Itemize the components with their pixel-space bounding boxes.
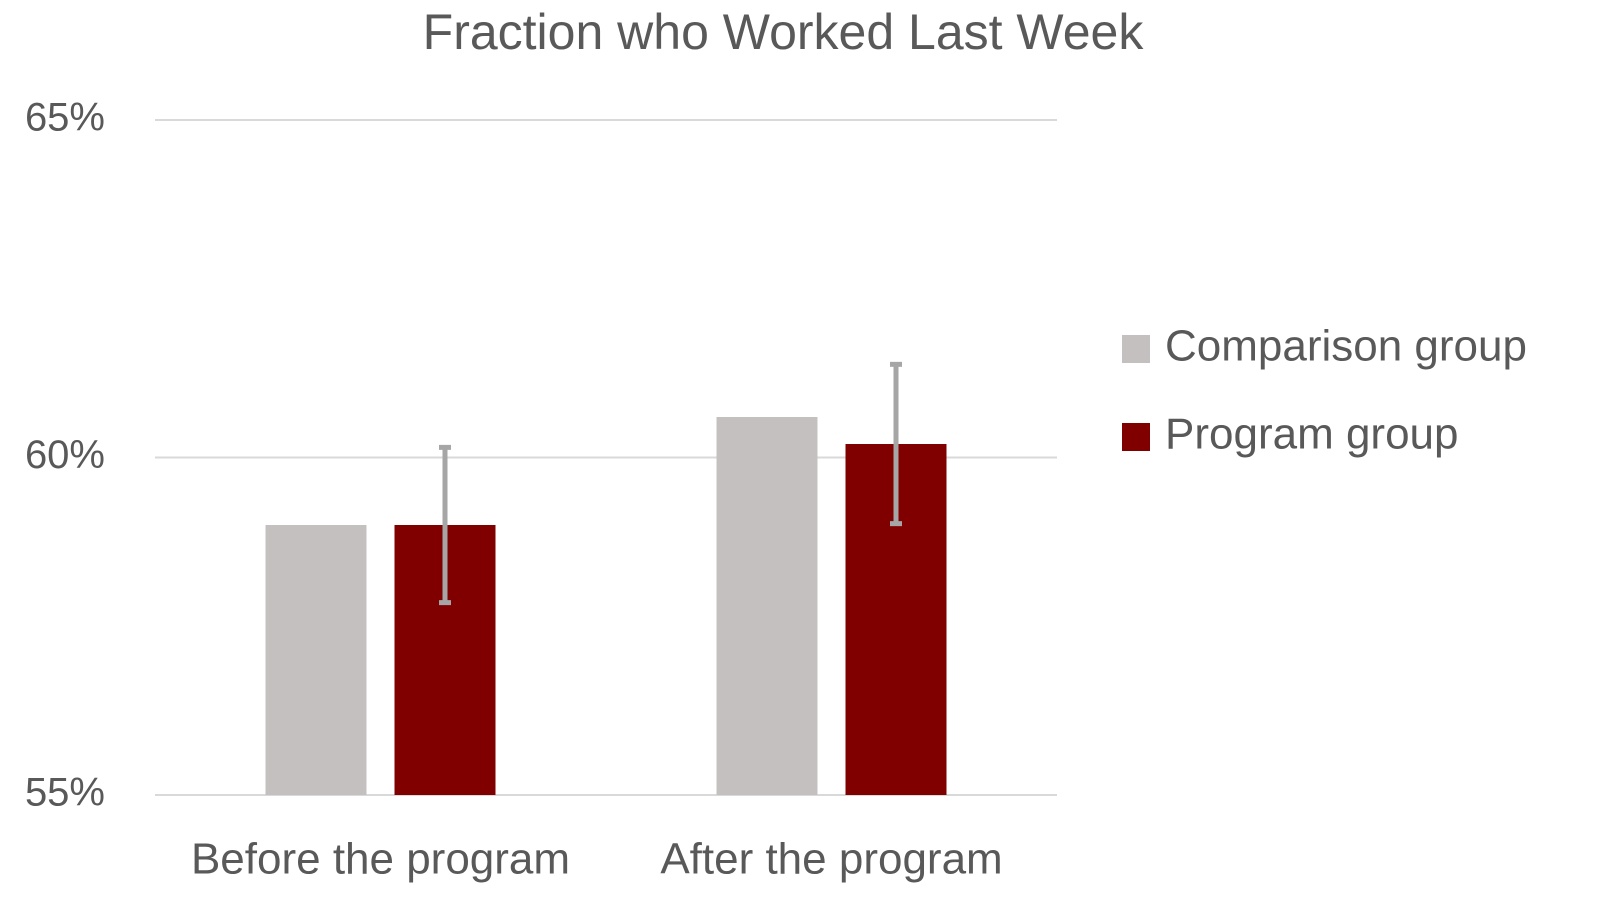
legend-swatch [1122,335,1150,363]
bar [716,417,818,795]
x-tick-label: Before the program [191,835,570,884]
error-bar [890,361,902,527]
bar [265,525,367,795]
chart-title: Fraction who Worked Last Week [423,4,1145,60]
y-tick-label: 60% [25,433,105,477]
x-tick-label: After the program [660,835,1002,884]
error-bar [439,444,451,606]
y-tick-label: 55% [25,771,105,815]
y-tick-label: 65% [25,96,105,140]
legend-swatch [1122,423,1150,451]
legend-label: Program group [1165,410,1458,459]
legend-label: Comparison group [1165,322,1527,371]
